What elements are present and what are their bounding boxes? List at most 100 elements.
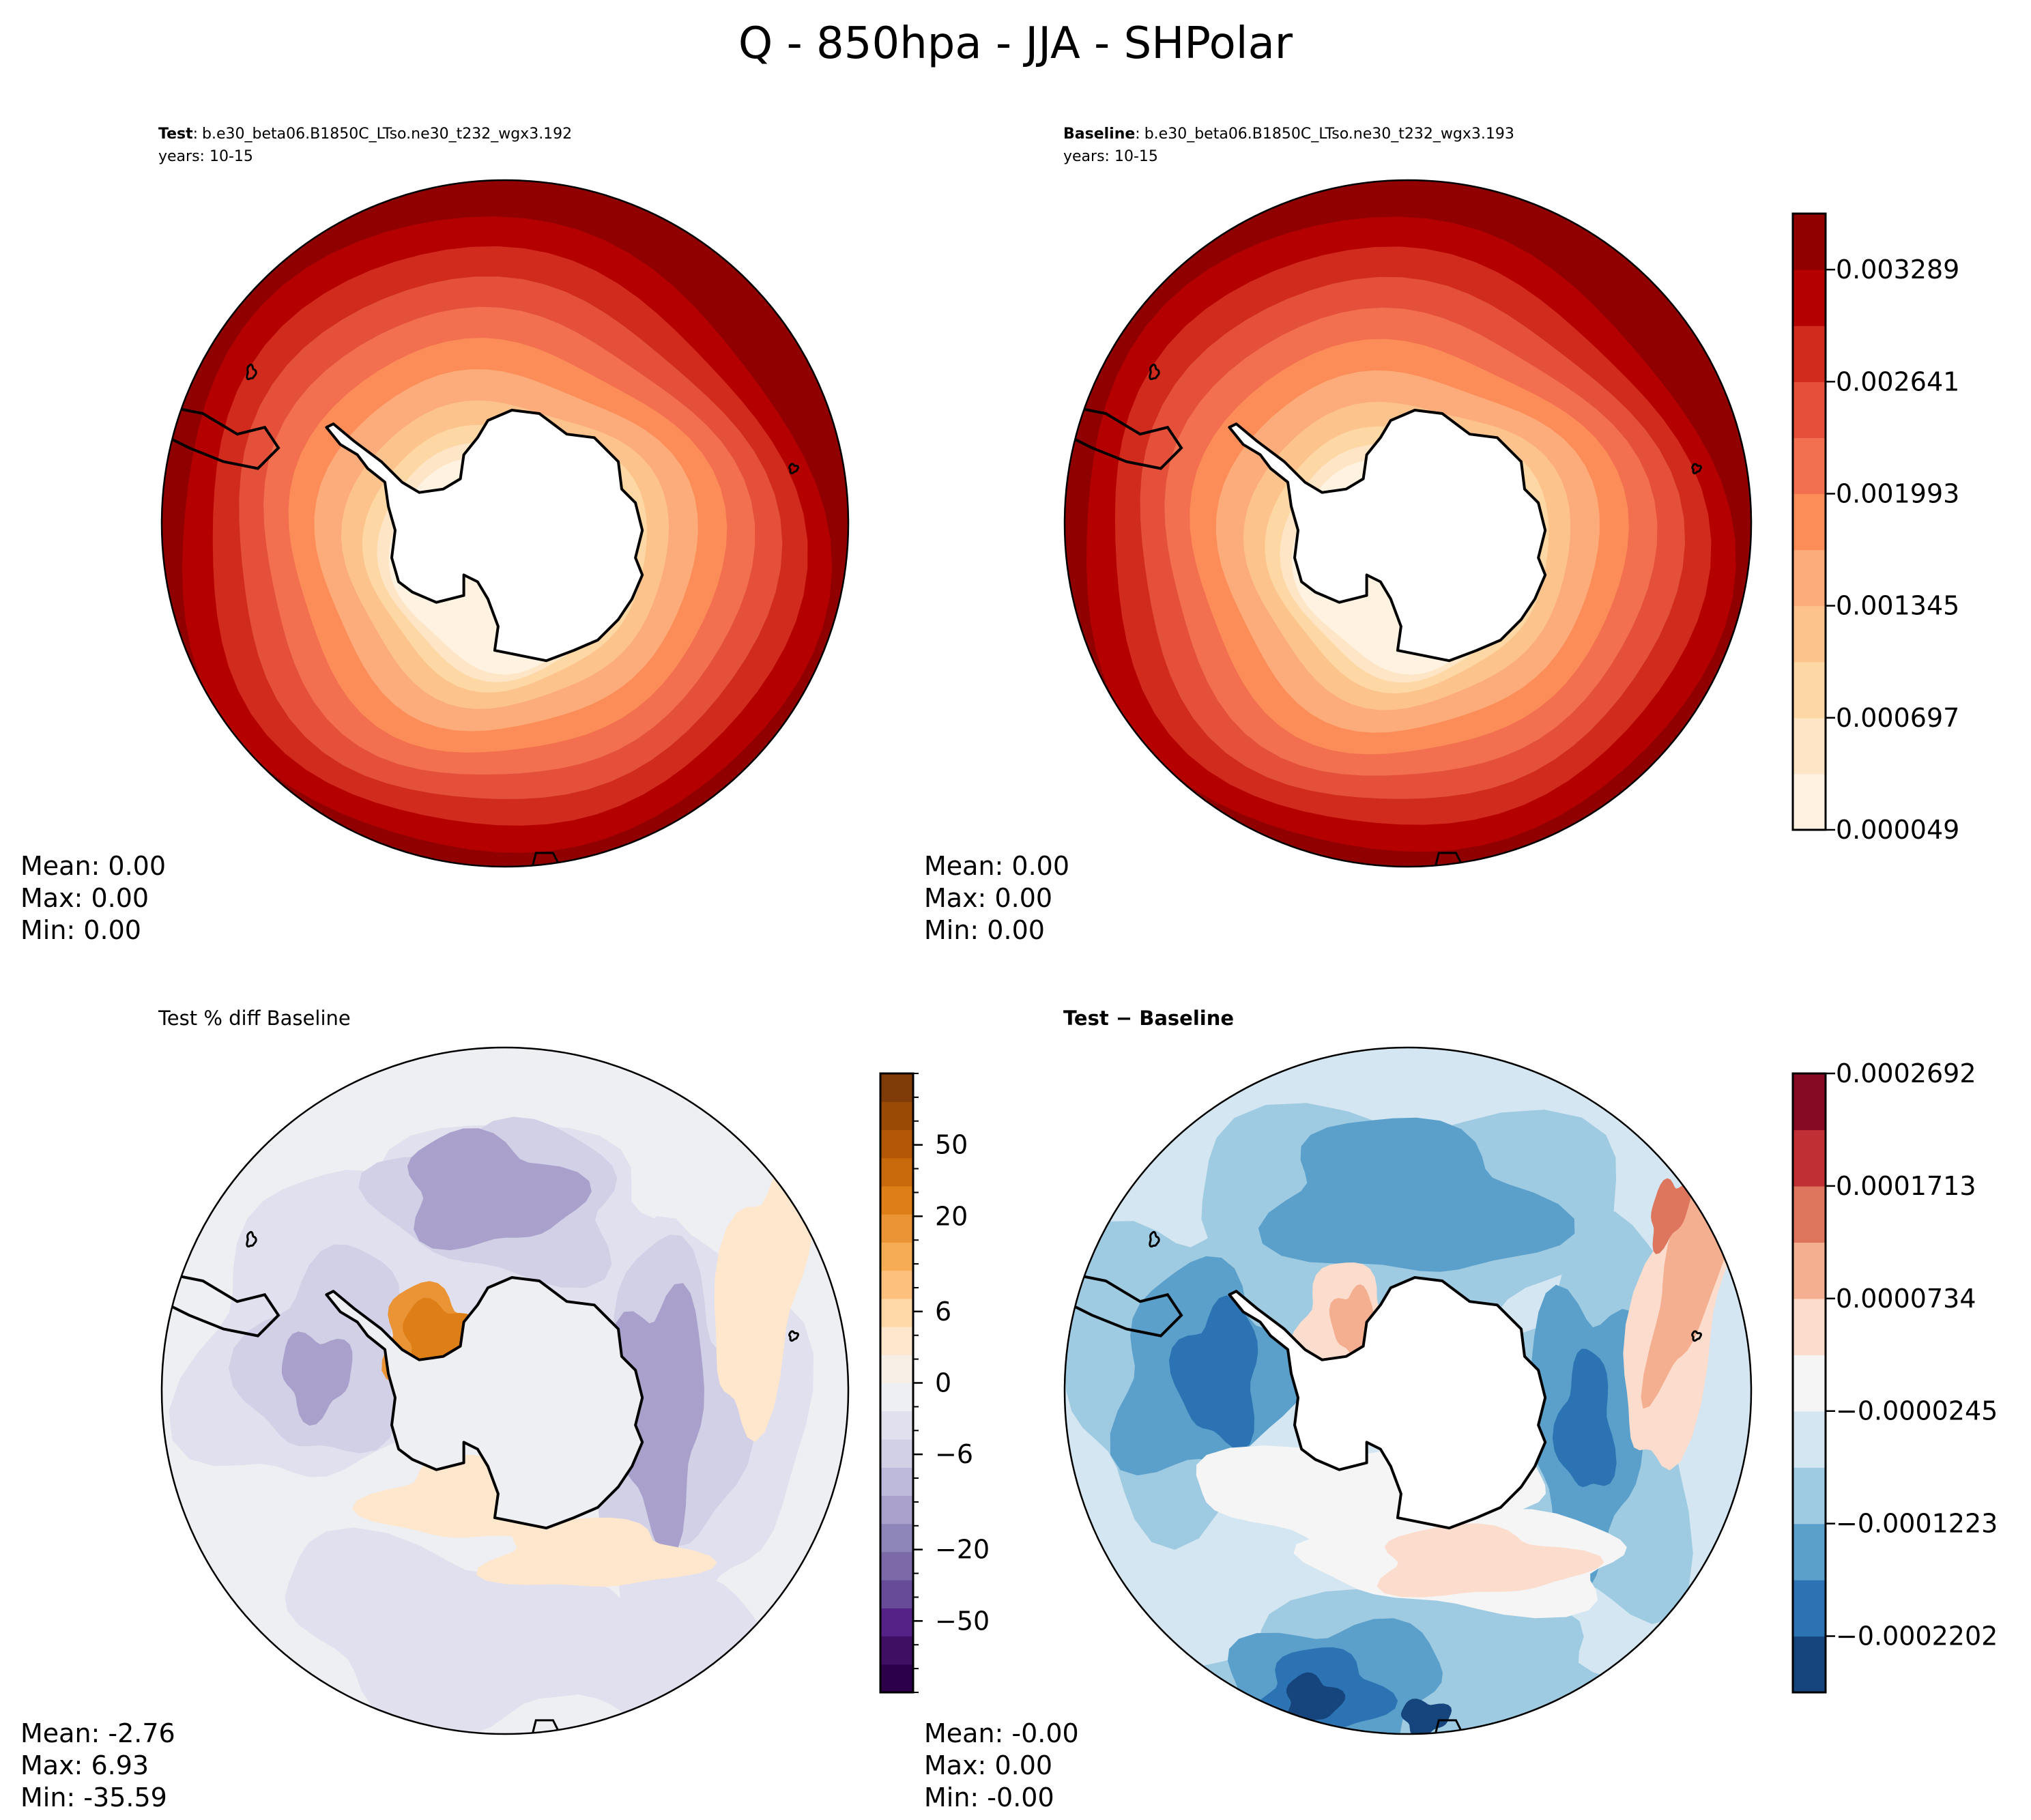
- map-test-australia-coastline: [531, 852, 561, 867]
- colorbar-pct-diff-swatch-12: [880, 1327, 913, 1355]
- map-pct-diff-contour-11: [714, 1136, 814, 1443]
- map-baseline-island-kerguelen: [1691, 463, 1702, 475]
- colorbar-pct-diff-swatch-16: [880, 1214, 913, 1243]
- panel-baseline-title-bold: Baseline: [1063, 126, 1135, 143]
- colorbar-main-tick-label: 0.002641: [1836, 366, 1959, 396]
- colorbar-pct-diff-swatch-3: [880, 1580, 913, 1608]
- colorbar-main-swatch-2: [1793, 661, 1826, 719]
- map-pct-diff-contour-8: [407, 1128, 592, 1251]
- colorbar-pct-diff-swatch-17: [880, 1185, 913, 1215]
- map-abs-diff-island-falklands: [1149, 1230, 1160, 1247]
- colorbar-pct-diff-swatch-4: [880, 1551, 913, 1580]
- colorbar-abs-diff-swatch-9: [1793, 1129, 1826, 1187]
- panel-baseline-years: years: 10-15: [1063, 148, 1158, 165]
- colorbar-main-swatch-5: [1793, 493, 1826, 551]
- colorbar-main-frame: [1791, 212, 1827, 831]
- stats-test-mean: Mean: 0.00: [20, 851, 166, 881]
- panel-baseline-title-case: b.e30_beta06.B1850C_LTso.ne30_t232_wgx3.…: [1144, 126, 1514, 143]
- map-pct-diff-contour-13: [476, 1517, 717, 1587]
- colorbar-abs-diff-tick-label: −0.0000245: [1836, 1396, 1998, 1426]
- colorbar-abs-diff-swatch-5: [1793, 1355, 1826, 1412]
- map-abs-diff-contour-17: [1377, 1523, 1604, 1598]
- panel-abs-diff-title: Test − Baseline: [1063, 1007, 1234, 1030]
- map-abs-diff-contour-11: [1286, 1672, 1346, 1726]
- colorbar-abs-diff-tick-label: 0.0000734: [1836, 1284, 1976, 1314]
- colorbar-abs-diff-frame: [1791, 1072, 1827, 1694]
- colorbar-main-tick-label: 0.000049: [1836, 815, 1959, 845]
- colorbar-pct-diff-tick-label: −50: [935, 1606, 990, 1636]
- colorbar-pct-diff-swatch-10: [880, 1383, 913, 1412]
- stats-pct-diff-mean: Mean: -2.76: [20, 1718, 175, 1748]
- colorbar-pct-diff-swatch-15: [880, 1242, 913, 1271]
- stats-test-max: Max: 0.00: [20, 883, 149, 913]
- colorbar-pct-diff-swatch-8: [880, 1439, 913, 1468]
- panel-pct-diff: Test % diff Baseline Mean: -2.76 Max: 6.…: [20, 1007, 850, 1812]
- panel-baseline-title-sep: :: [1135, 126, 1140, 143]
- map-abs-diff-contour-8: [1168, 1295, 1258, 1450]
- colorbar-pct-diff-swatch-14: [880, 1270, 913, 1299]
- colorbar-main-tick-label: 0.001993: [1836, 478, 1959, 508]
- colorbar-main-swatch-1: [1793, 717, 1826, 775]
- map-baseline-antarctica-coastline: [1228, 409, 1547, 663]
- map-abs-diff-contour-9: [1552, 1348, 1617, 1488]
- colorbar-main-swatch-3: [1793, 605, 1826, 663]
- colorbar-abs-diff-swatch-1: [1793, 1580, 1826, 1637]
- map-pct-diff-island-falklands: [246, 1230, 257, 1247]
- panel-test: Test: b.e30_beta06.B1850C_LTso.ne30_t232_…: [20, 126, 850, 945]
- colorbar-pct-diff-swatch-2: [880, 1608, 913, 1637]
- map-abs-diff-antarctica-mask: [1229, 1277, 1546, 1529]
- colorbar-pct-diff-tick-label: −6: [935, 1439, 973, 1469]
- map-baseline-boundary: [1063, 179, 1753, 868]
- map-abs-diff-boundary: [1063, 1046, 1753, 1735]
- colorbar-pct-diff-swatch-9: [880, 1411, 913, 1440]
- stats-abs-diff-min: Min: -0.00: [924, 1782, 1054, 1812]
- map-abs-diff-australia-coastline: [1434, 1719, 1464, 1734]
- colorbar-pct-diff-tick-label: 6: [935, 1297, 951, 1327]
- colorbar-pct-diff-swatch-5: [880, 1523, 913, 1552]
- map-test-antarctica-mask: [326, 410, 643, 661]
- colorbar-abs-diff-swatch-8: [1793, 1185, 1826, 1243]
- colorbar-abs-diff-tick-label: −0.0001223: [1836, 1509, 1998, 1539]
- map-test-island-kerguelen: [788, 463, 799, 475]
- panel-test-title-sep: :: [193, 126, 198, 143]
- colorbar-abs-diff: −0.0002202 −0.0001223 −0.0000245 0.0000734 0…: [1791, 1058, 1998, 1694]
- panel-test-title-bold: Test: [158, 126, 193, 143]
- map-test-antarctica-coastline: [325, 409, 644, 663]
- map-abs-diff-contour-4: [1258, 1117, 1575, 1272]
- colorbar-abs-diff-tick-label: −0.0002202: [1836, 1621, 1998, 1651]
- map-pct-diff-antarctica-coastline: [325, 1276, 644, 1530]
- colorbar-pct-diff-tick-label: 50: [935, 1130, 968, 1160]
- stats-abs-diff-max: Max: 0.00: [924, 1750, 1052, 1780]
- colorbar-abs-diff-swatch-7: [1793, 1242, 1826, 1299]
- colorbar-abs-diff-swatch-2: [1793, 1523, 1826, 1580]
- colorbar-pct-diff-swatch-6: [880, 1495, 913, 1525]
- panel-baseline-title: Baseline: b.e30_beta06.B1850C_LTso.ne30_t…: [1063, 126, 1514, 143]
- colorbar-main-swatch-6: [1793, 437, 1826, 495]
- stats-pct-diff-min: Min: -35.59: [20, 1782, 167, 1812]
- figure-title: Q - 850hpa - JJA - SHPolar: [738, 18, 1293, 69]
- colorbar-pct-diff-swatch-18: [880, 1157, 913, 1187]
- map-pct-diff-australia-coastline: [531, 1719, 561, 1734]
- panel-abs-diff: Test − Baseline Mean: -0.00 Max: 0.00 Mi…: [924, 1007, 1753, 1812]
- colorbar-main-swatch-10: [1793, 214, 1826, 270]
- colorbar-abs-diff-swatch-10: [1793, 1073, 1826, 1131]
- stats-baseline-min: Min: 0.00: [924, 915, 1045, 945]
- panel-test-title-case: b.e30_beta06.B1850C_LTso.ne30_t232_wgx3.…: [202, 126, 572, 143]
- map-baseline-australia-coastline: [1434, 852, 1464, 867]
- map-pct-diff-boundary: [160, 1046, 850, 1735]
- colorbar-pct-diff-swatch-21: [880, 1073, 913, 1102]
- map-abs-diff-antarctica-coastline: [1228, 1276, 1547, 1530]
- stats-pct-diff-max: Max: 6.93: [20, 1750, 149, 1780]
- map-pct-diff-contour-10: [611, 1283, 704, 1559]
- colorbar-pct-diff: −50 −20 −6 0 6 20 50: [879, 1072, 990, 1694]
- colorbar-abs-diff-swatch-6: [1793, 1298, 1826, 1355]
- colorbar-abs-diff-tick-label: 0.0002692: [1836, 1058, 1976, 1088]
- stats-baseline-mean: Mean: 0.00: [924, 851, 1069, 881]
- colorbar-pct-diff-tick-label: 0: [935, 1368, 951, 1398]
- colorbar-main-tick-label: 0.003289: [1836, 255, 1959, 285]
- colorbar-abs-diff-swatch-0: [1793, 1636, 1826, 1693]
- map-pct-diff-south-america-coastline: [162, 1273, 280, 1338]
- map-abs-diff-contour-19: [1651, 1178, 1692, 1254]
- colorbar-main-swatch-7: [1793, 381, 1826, 438]
